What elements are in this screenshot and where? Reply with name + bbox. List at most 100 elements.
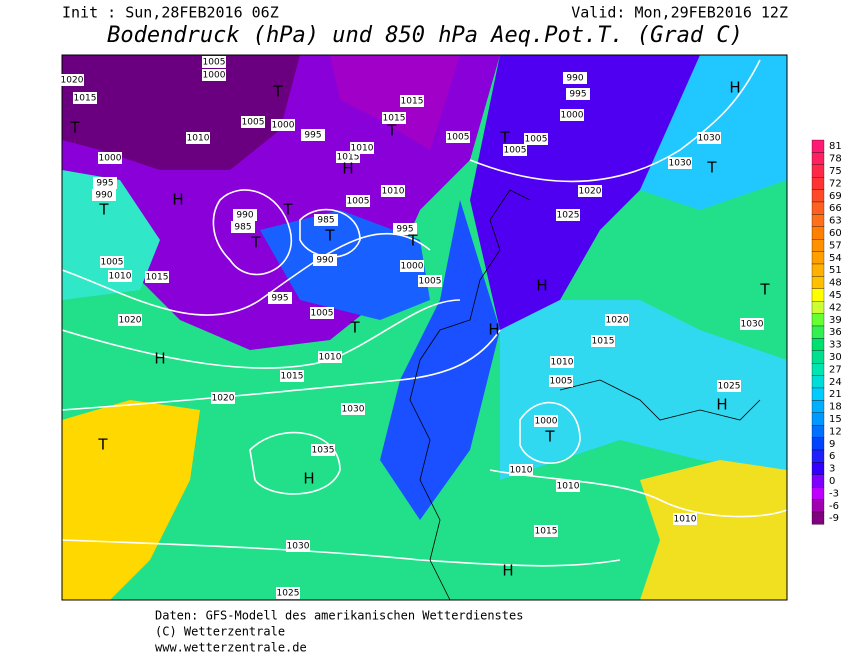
- pressure-label-box: [98, 152, 122, 164]
- pressure-label-box: [108, 270, 132, 282]
- colorbar-box: [811, 251, 825, 265]
- colorbar-box: [811, 288, 825, 302]
- pressure-label: 1000: [99, 154, 122, 164]
- pressure-center: T: [407, 232, 418, 250]
- pressure-label: 1005: [504, 146, 527, 156]
- pressure-label: 995: [304, 131, 321, 141]
- pressure-label: 1010: [351, 144, 374, 154]
- colorbar-label: 51: [829, 265, 842, 276]
- pressure-label-box: [233, 209, 257, 221]
- colorbar-label: 57: [829, 240, 842, 251]
- pressure-label-box: [556, 480, 580, 492]
- pressure-label: 990: [95, 191, 112, 201]
- pressure-label-box: [418, 275, 442, 287]
- pressure-center: H: [303, 470, 314, 488]
- pressure-label: 1030: [287, 542, 310, 552]
- pressure-label: 990: [316, 256, 333, 266]
- pressure-center: H: [729, 79, 740, 97]
- footer-line: www.wetterzentrale.de: [155, 641, 307, 655]
- pressure-label: 995: [396, 225, 413, 235]
- colorbar-box: [811, 338, 825, 351]
- pressure-label-box: [231, 221, 255, 233]
- pressure-center: H: [716, 396, 727, 414]
- pressure-label-box: [145, 271, 169, 283]
- pressure-label: 995: [96, 179, 113, 189]
- pressure-label: 1000: [203, 71, 226, 81]
- colorbar-label: 63: [829, 216, 842, 227]
- pressure-center: T: [544, 428, 555, 446]
- colorbar-label: 15: [829, 414, 842, 425]
- pressure-label-box: [400, 95, 424, 107]
- pressure-center: T: [706, 159, 717, 177]
- pressure-label: 1025: [557, 211, 580, 221]
- colorbar-label: 9: [829, 439, 835, 450]
- pressure-center: T: [499, 129, 510, 147]
- pressure-label-box: [211, 392, 235, 404]
- colorbar-box: [811, 437, 825, 451]
- pressure-label-box: [60, 74, 84, 86]
- pressure-label: 1015: [401, 97, 424, 107]
- colorbar-box: [811, 375, 825, 389]
- pressure-label-box: [73, 92, 97, 104]
- pressure-label-box: [276, 587, 300, 599]
- pressure-label: 1015: [281, 372, 304, 382]
- colorbar-label: -3: [829, 488, 839, 499]
- pressure-label-box: [286, 540, 310, 552]
- pressure-label: 1005: [525, 135, 548, 145]
- colorbar-box: [811, 400, 825, 413]
- pressure-label-box: [605, 314, 629, 326]
- colorbar-box: [811, 139, 825, 153]
- pressure-center: T: [250, 234, 261, 252]
- colorbar-label: 39: [829, 315, 842, 326]
- pressure-label-box: [534, 415, 558, 427]
- pressure-label: 1015: [146, 273, 169, 283]
- colorbar-box: [811, 201, 825, 215]
- colorbar-label: 0: [829, 476, 835, 487]
- pressure-label: 1020: [212, 394, 235, 404]
- colorbar-label: 69: [829, 191, 842, 202]
- pressure-label-box: [381, 185, 405, 197]
- colorbar-box: [811, 462, 825, 475]
- pressure-label-box: [271, 119, 295, 131]
- pressure-label: 1000: [272, 121, 295, 131]
- pressure-label: 1030: [669, 159, 692, 169]
- colorbar-label: 18: [829, 402, 842, 413]
- pressure-label-box: [717, 380, 741, 392]
- pressure-label: 1010: [674, 515, 697, 525]
- pressure-center: H: [172, 191, 183, 209]
- colorbar-label: -9: [829, 513, 839, 524]
- colorbar-label: -6: [829, 501, 839, 512]
- pressure-label-box: [186, 132, 210, 144]
- pressure-label-box: [740, 318, 764, 330]
- pressure-center: H: [488, 321, 499, 339]
- pressure-label: 985: [317, 216, 334, 226]
- pressure-label: 1020: [119, 316, 142, 326]
- colorbar-label: 81: [829, 141, 842, 152]
- pressure-label-box: [560, 109, 584, 121]
- colorbar-box: [811, 474, 825, 488]
- pressure-label-box: [100, 256, 124, 268]
- pressure-label: 995: [569, 90, 586, 100]
- colorbar-label: 3: [829, 464, 835, 475]
- pressure-label-box: [556, 209, 580, 221]
- colorbar-label: 24: [829, 377, 842, 388]
- pressure-center: H: [154, 350, 165, 368]
- pressure-label: 1030: [741, 320, 764, 330]
- pressure-center: T: [97, 436, 108, 454]
- map-title: Bodendruck (hPa) und 850 hPa Aeq.Pot.T. …: [107, 23, 743, 48]
- colorbar-label: 72: [829, 178, 842, 189]
- pressure-label-box: [578, 185, 602, 197]
- pressure-label: 1010: [551, 358, 574, 368]
- pressure-label: 1030: [342, 405, 365, 415]
- pressure-label-box: [241, 116, 265, 128]
- pressure-label: 1000: [535, 417, 558, 427]
- pressure-label-box: [268, 292, 292, 304]
- pressure-center: T: [272, 83, 283, 101]
- pressure-label-box: [280, 370, 304, 382]
- pressure-label: 1005: [242, 118, 265, 128]
- pressure-label: 1005: [203, 58, 226, 68]
- pressure-label: 1015: [383, 114, 406, 124]
- colorbar-box: [811, 226, 825, 240]
- colorbar-label: 42: [829, 302, 842, 313]
